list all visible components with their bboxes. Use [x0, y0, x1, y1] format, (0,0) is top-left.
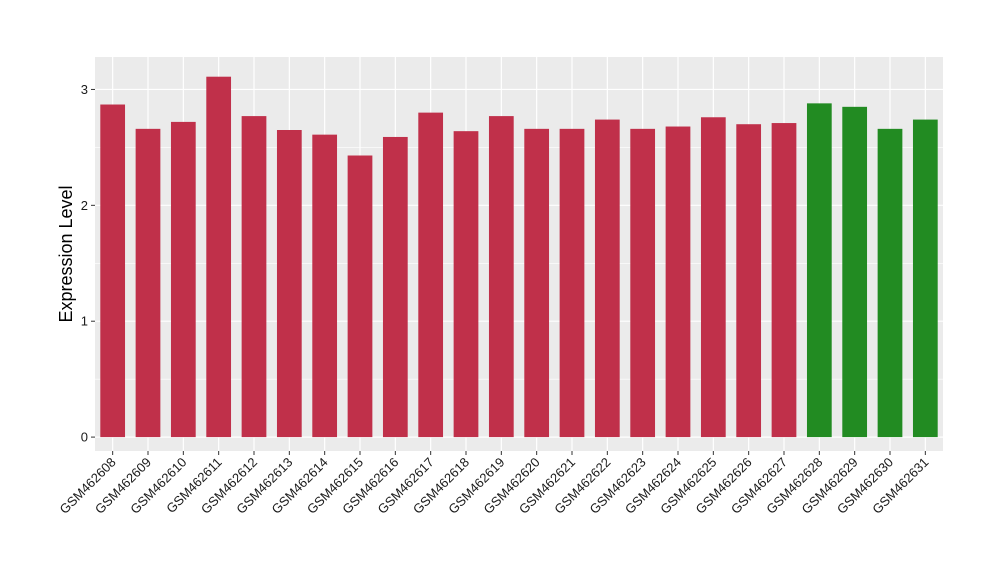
bar-GSM462613: [276, 130, 302, 438]
bars: [100, 76, 938, 438]
bar-GSM462627: [771, 123, 797, 438]
bar-GSM462616: [382, 136, 408, 438]
bar-GSM462622: [594, 119, 620, 438]
bar-GSM462624: [665, 126, 691, 438]
bar-GSM462614: [312, 134, 338, 438]
y-axis: 0 1 2 3: [81, 82, 95, 445]
bar-GSM462631: [912, 119, 938, 438]
y-tick-label: 2: [81, 198, 88, 213]
bar-GSM462618: [453, 131, 479, 438]
bar-GSM462620: [524, 128, 550, 438]
bar-GSM462621: [559, 128, 585, 438]
bar-GSM462625: [700, 117, 726, 438]
plot-panel: [95, 57, 943, 451]
bar-GSM462609: [135, 128, 161, 438]
bar-GSM462629: [842, 106, 868, 438]
x-axis: GSM462608GSM462609GSM462610GSM462611GSM4…: [57, 451, 931, 517]
y-tick-label: 0: [81, 430, 88, 445]
y-axis-title: Expression Level: [56, 185, 76, 322]
bar-GSM462610: [170, 121, 196, 438]
y-tick-label: 3: [81, 82, 88, 97]
bar-GSM462611: [206, 76, 232, 438]
y-tick-label: 1: [81, 314, 88, 329]
bar-GSM462626: [736, 124, 762, 438]
bar-GSM462612: [241, 116, 267, 438]
bar-GSM462630: [877, 128, 903, 438]
bar-GSM462615: [347, 155, 373, 438]
bar-GSM462617: [418, 112, 444, 438]
bar-GSM462628: [806, 103, 832, 438]
bar-GSM462619: [488, 116, 514, 438]
bar-GSM462623: [630, 128, 656, 438]
bar-GSM462608: [100, 104, 126, 438]
